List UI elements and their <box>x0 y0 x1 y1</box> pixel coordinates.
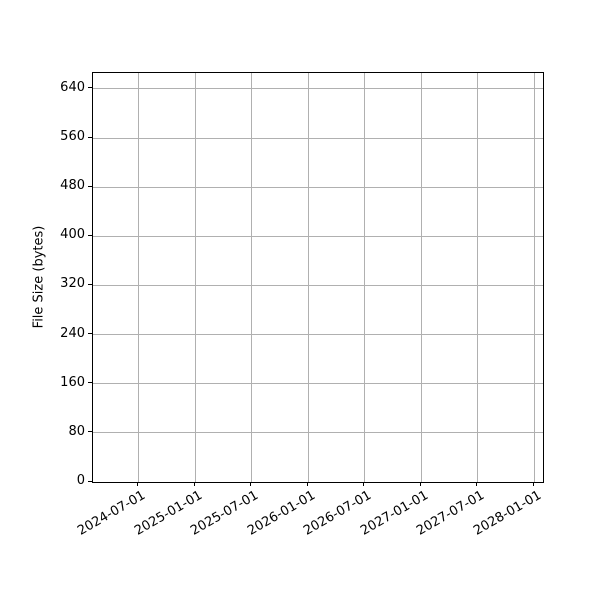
x-gridline <box>420 73 422 482</box>
y-tick-mark <box>88 333 92 335</box>
y-tick-label: 640 <box>60 79 85 95</box>
y-gridline <box>93 137 543 139</box>
y-gridline <box>93 88 543 90</box>
x-tick-mark <box>137 482 139 486</box>
x-gridline <box>533 73 535 482</box>
x-tick-mark <box>250 482 252 486</box>
x-gridline <box>194 73 196 482</box>
y-gridline <box>93 432 543 434</box>
y-tick-label: 160 <box>60 374 85 390</box>
y-tick-mark <box>88 87 92 89</box>
y-gridline <box>93 284 543 286</box>
y-tick-mark <box>88 234 92 236</box>
y-gridline <box>93 383 543 385</box>
x-gridline <box>477 73 479 482</box>
x-tick-mark <box>476 482 478 486</box>
y-tick-label: 400 <box>60 227 85 243</box>
x-gridline <box>251 73 253 482</box>
y-gridline <box>93 235 543 237</box>
x-tick-mark <box>532 482 534 486</box>
x-tick-mark <box>306 482 308 486</box>
y-tick-mark <box>88 185 92 187</box>
y-tick-mark <box>88 480 92 482</box>
y-tick-label: 0 <box>76 473 85 488</box>
y-gridline <box>93 186 543 188</box>
x-tick-mark <box>419 482 421 486</box>
y-tick-label: 560 <box>60 129 85 145</box>
x-tick-mark <box>193 482 195 486</box>
plot-area <box>92 72 544 483</box>
y-gridline <box>93 334 543 336</box>
x-gridline <box>138 73 140 482</box>
y-tick-label: 240 <box>60 325 85 341</box>
y-tick-mark <box>88 136 92 138</box>
y-tick-mark <box>88 382 92 384</box>
y-tick-mark <box>88 431 92 433</box>
x-gridline <box>364 73 366 482</box>
y-tick-label: 80 <box>68 423 85 439</box>
y-tick-label: 480 <box>60 178 85 194</box>
y-axis-label: File Size (bytes) <box>31 225 47 329</box>
y-tick-label: 320 <box>60 276 85 292</box>
y-tick-mark <box>88 283 92 285</box>
x-tick-mark <box>363 482 365 486</box>
x-gridline <box>307 73 309 482</box>
